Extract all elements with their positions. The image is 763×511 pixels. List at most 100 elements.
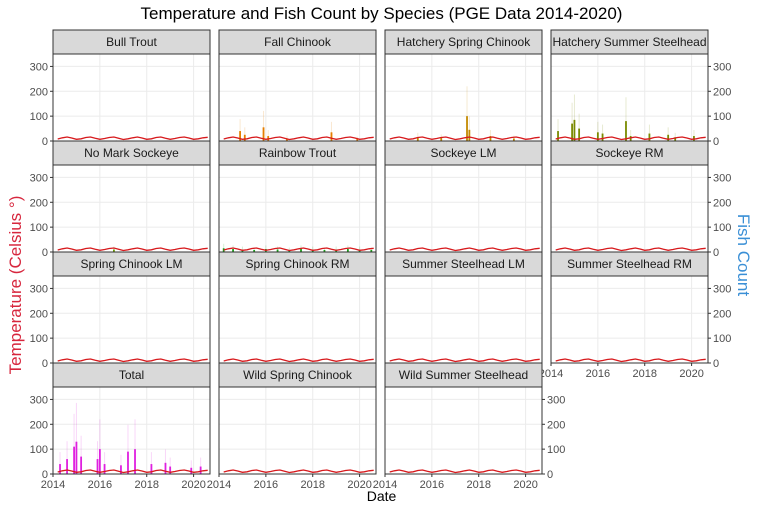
panel-background	[385, 276, 542, 363]
data-bar	[346, 249, 349, 252]
data-bar	[150, 464, 153, 474]
temperature-line	[223, 247, 374, 252]
panel-background	[219, 387, 376, 474]
data-bar-faint	[59, 452, 61, 474]
y-tick-label-right: 200	[547, 419, 565, 431]
x-tick-label: 2020	[181, 479, 205, 491]
data-bar-faint	[335, 246, 337, 252]
data-bar	[190, 467, 193, 474]
temperature-line	[555, 358, 706, 363]
x-tick-label: 2018	[466, 479, 490, 491]
data-bar-faint	[277, 246, 279, 252]
temperature-line	[555, 136, 706, 141]
x-tick-label: 2014	[373, 479, 397, 491]
y-tick-label-right: 0	[547, 469, 553, 481]
data-bar-faint	[468, 116, 470, 141]
data-bar	[222, 248, 225, 252]
data-bar-faint	[239, 119, 241, 141]
data-bar-faint	[200, 457, 202, 474]
panel-border	[384, 386, 543, 475]
y-tick-label: 200	[30, 419, 48, 431]
panel-background	[53, 165, 210, 252]
y-tick-label-right: 100	[713, 222, 731, 234]
panel-background	[385, 387, 542, 474]
data-bar-faint	[232, 245, 234, 252]
data-bar	[370, 250, 373, 252]
data-bar	[601, 133, 604, 141]
data-bar-faint	[134, 419, 136, 474]
data-bar	[98, 449, 101, 474]
facet-strip-label: Spring Chinook RM	[245, 257, 349, 271]
panel-background	[385, 54, 542, 141]
x-axis-label: Date	[366, 488, 397, 504]
x-tick-label: 2014	[207, 479, 231, 491]
data-bar	[286, 138, 288, 141]
y-tick-label: 200	[30, 308, 48, 320]
data-bar-faint	[578, 113, 580, 141]
data-bar-faint	[288, 247, 290, 252]
data-bar-faint	[648, 124, 650, 141]
data-bar	[323, 250, 326, 252]
y-tick-label: 100	[30, 222, 48, 234]
data-bar	[96, 459, 99, 474]
data-bar	[356, 139, 359, 141]
facet-strip	[52, 251, 211, 277]
data-bar-faint	[489, 130, 491, 141]
x-tick-label: 2016	[254, 479, 278, 491]
facet-strip-label: Summer Steelhead RM	[567, 257, 692, 271]
data-bar-faint	[164, 449, 166, 474]
facet-strip-label: Rainbow Trout	[259, 146, 337, 160]
data-bar	[573, 119, 576, 141]
panel-background	[219, 276, 376, 363]
panel-background	[219, 54, 376, 141]
data-bar-faint	[73, 413, 75, 474]
data-bar-faint	[115, 139, 117, 141]
x-tick-label: 2016	[586, 368, 610, 380]
x-tick-label: 2016	[420, 479, 444, 491]
y-tick-label: 100	[30, 333, 48, 345]
panel-background	[53, 387, 210, 474]
facet-strip-label: Hatchery Spring Chinook	[397, 35, 531, 49]
data-bar	[578, 128, 581, 141]
panel-background	[551, 165, 708, 252]
y-tick-label: 0	[42, 247, 48, 259]
data-bar	[512, 138, 515, 141]
y-tick-label: 100	[30, 444, 48, 456]
data-bar	[596, 132, 599, 141]
data-bar	[120, 465, 122, 474]
x-tick-label: 2020	[513, 479, 537, 491]
y-tick-label-right: 300	[713, 61, 731, 73]
y-tick-label-right: 100	[713, 111, 731, 123]
x-tick-label: 2020	[347, 479, 371, 491]
data-bar	[127, 451, 129, 474]
y-tick-label: 300	[30, 172, 48, 184]
data-bar	[300, 249, 302, 252]
data-bar-faint	[323, 247, 325, 252]
y-tick-label-right: 300	[713, 172, 731, 184]
panel-background	[53, 276, 210, 363]
y-tick-label-right: 300	[547, 394, 565, 406]
data-bar-faint	[267, 130, 269, 141]
data-bar	[466, 116, 468, 141]
data-bar-faint	[330, 121, 332, 141]
data-bar-faint	[120, 454, 122, 474]
facet-strip	[52, 140, 211, 166]
data-bar	[66, 459, 68, 474]
facet-strip-label: Spring Chinook LM	[80, 257, 182, 271]
temperature-line	[57, 247, 208, 252]
y-tick-label-right: 200	[713, 197, 731, 209]
data-bar	[330, 132, 333, 141]
panel-background	[551, 54, 708, 141]
temperature-line	[389, 136, 540, 141]
x-tick-label: 2018	[632, 368, 656, 380]
facet-strip	[384, 362, 543, 388]
data-bar	[629, 136, 632, 141]
data-bar	[199, 466, 202, 474]
temperature-line	[223, 358, 374, 363]
data-bar-faint	[97, 441, 99, 474]
y-tick-label: 100	[30, 111, 48, 123]
data-bar-faint	[99, 419, 101, 474]
y-tick-label: 300	[30, 61, 48, 73]
data-bar-faint	[150, 452, 152, 474]
